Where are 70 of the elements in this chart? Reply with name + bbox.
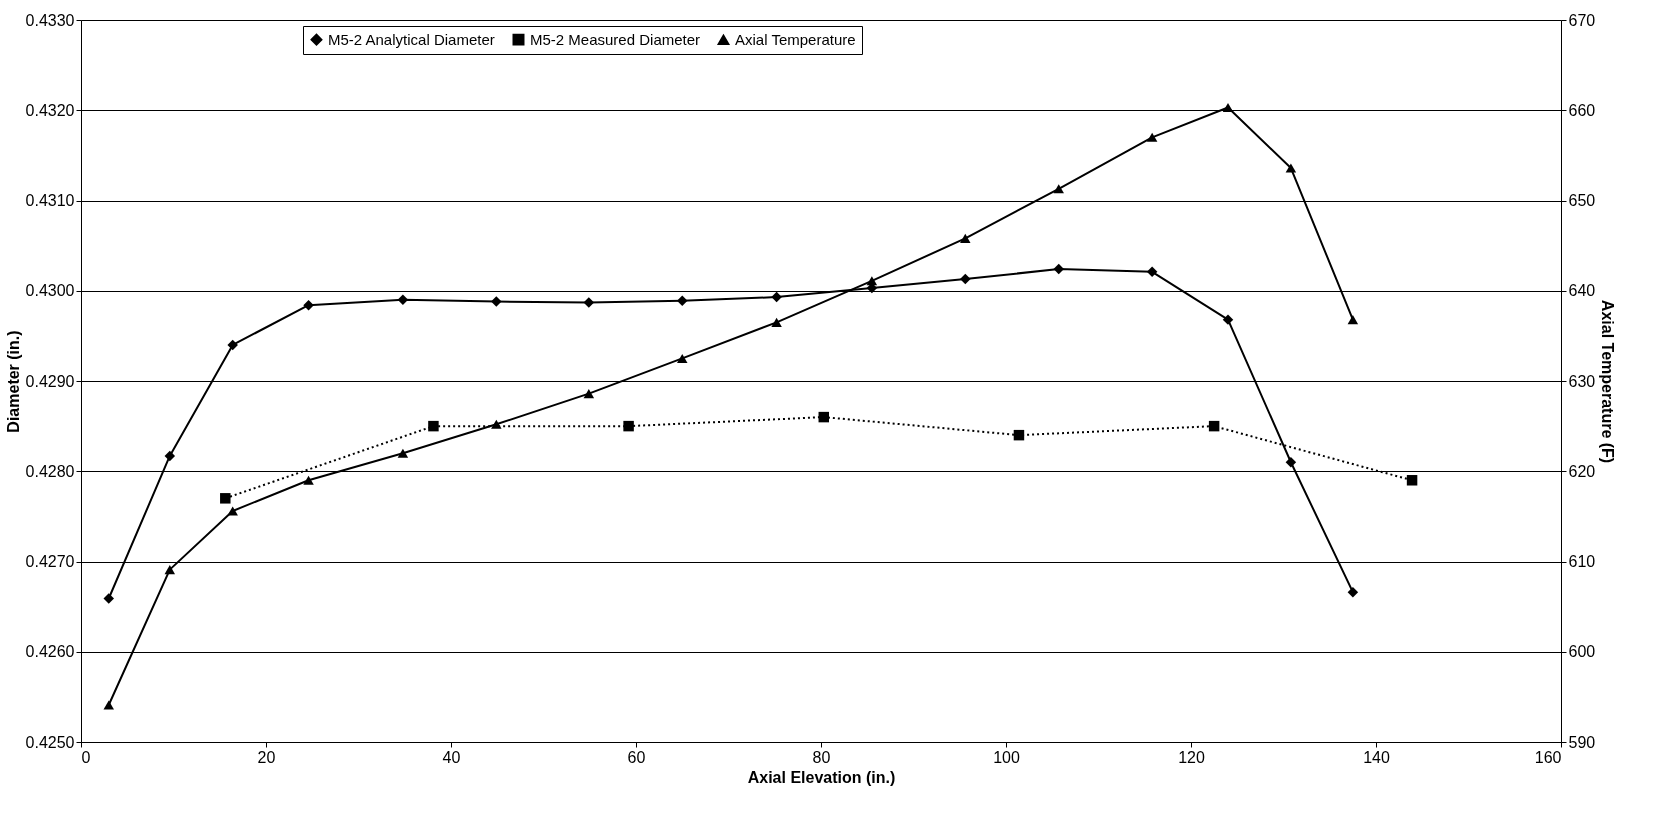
x-tick-label: 80 (812, 748, 831, 766)
y-tick-label: 0.4300 (25, 282, 75, 300)
legend-label: M5-2 Measured Diameter (530, 30, 701, 48)
point (397, 294, 409, 306)
point (1285, 163, 1297, 173)
y-tick-label: 0.4250 (25, 733, 75, 751)
point (623, 420, 634, 432)
x-tick-label: 100 (993, 748, 1020, 766)
y2-tick-label: 590 (1568, 733, 1596, 751)
y2-tick-label: 640 (1568, 282, 1596, 300)
point (1347, 315, 1359, 325)
point (583, 297, 595, 308)
point (677, 295, 688, 306)
point (583, 389, 595, 399)
point (103, 700, 114, 710)
x-tick-label: 160 (1534, 748, 1562, 766)
point (960, 273, 971, 285)
y-tick-label: 0.4330 (25, 11, 75, 29)
y-tick-label: 0.4320 (25, 101, 75, 119)
point (1146, 266, 1158, 278)
y2-tick-label: 660 (1568, 101, 1596, 119)
point (397, 448, 409, 458)
y-tick-label: 0.4260 (25, 643, 75, 661)
point (227, 339, 238, 351)
x-tick-label: 60 (627, 748, 646, 766)
y2-tick-label: 630 (1568, 372, 1596, 390)
point (227, 506, 238, 516)
y-tick-label: 0.4290 (25, 372, 75, 390)
x-tick-label: 20 (257, 748, 276, 766)
point (818, 411, 830, 423)
point (1208, 420, 1220, 432)
point (220, 493, 231, 504)
point (303, 475, 314, 485)
y2-tick-label: 670 (1568, 11, 1596, 29)
point (677, 353, 688, 363)
legend-label: Axial Temperature (735, 30, 856, 48)
y2-tick-label: 600 (1568, 643, 1596, 661)
point (103, 593, 114, 604)
x-tick-label: 120 (1178, 748, 1205, 766)
point (164, 565, 176, 575)
point (1013, 429, 1025, 441)
point (1222, 314, 1234, 325)
point (1053, 263, 1064, 275)
y-tick-label: 0.4270 (25, 553, 75, 570)
point (303, 299, 314, 311)
point (428, 420, 439, 432)
point (1285, 456, 1297, 468)
x-tick-label: 0 (81, 748, 91, 766)
point (1406, 475, 1418, 486)
x-axis-title: Axial Elevation (in.) (747, 768, 896, 786)
point (491, 419, 502, 429)
y2-tick-label: 610 (1568, 553, 1596, 570)
point (1053, 184, 1064, 194)
point (1347, 586, 1359, 598)
y2-tick-label: 620 (1568, 462, 1596, 480)
y-tick-label: 0.4280 (25, 462, 75, 480)
point (491, 296, 502, 307)
y-axis-title: Diameter (in.) (4, 330, 22, 433)
point (771, 291, 782, 303)
y2-tick-label: 650 (1568, 192, 1596, 209)
point (866, 276, 878, 286)
point (960, 233, 971, 243)
point (164, 450, 176, 462)
legend-label: M5-2 Analytical Diameter (328, 30, 495, 48)
x-tick-label: 140 (1363, 748, 1390, 766)
point (1146, 132, 1158, 142)
x-tick-label: 40 (442, 748, 461, 766)
y-tick-label: 0.4310 (25, 192, 75, 209)
point (771, 317, 782, 327)
y2-axis-title: Axial Temperature (F) (1599, 299, 1617, 464)
